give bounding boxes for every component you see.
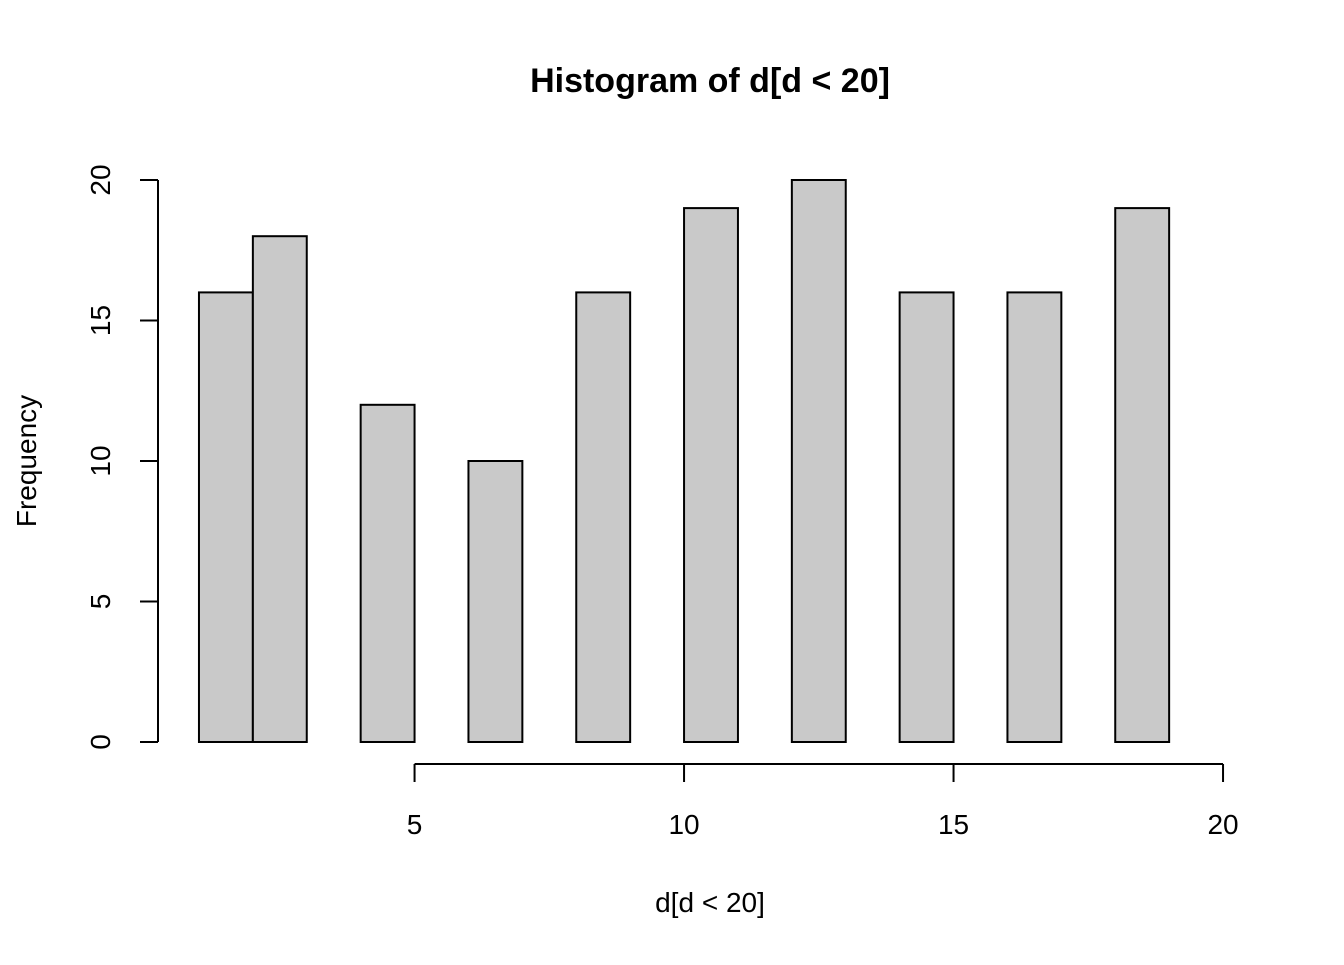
bar: [683, 207, 739, 744]
y-axis-label: Frequency: [11, 395, 42, 527]
y-tick-label: 20: [85, 164, 116, 195]
chart-title: Histogram of d[d < 20]: [530, 62, 890, 100]
x-axis-label: d[d < 20]: [655, 887, 765, 918]
y-tick-label: 0: [85, 734, 116, 750]
bar: [790, 179, 847, 743]
bar: [1006, 291, 1063, 743]
y-tick-label: 10: [85, 445, 116, 476]
x-tick-label: 10: [668, 809, 699, 840]
bar: [575, 291, 632, 743]
y-tick-label: 5: [85, 594, 116, 610]
x-tick-label: 15: [938, 809, 969, 840]
bar: [898, 291, 955, 743]
x-tick-label: 20: [1207, 809, 1238, 840]
bar: [251, 235, 308, 743]
bar: [467, 460, 524, 743]
bar: [1114, 207, 1171, 744]
bar: [197, 291, 254, 743]
bar: [359, 403, 416, 743]
x-tick-label: 5: [407, 809, 423, 840]
y-tick-label: 15: [85, 305, 116, 336]
